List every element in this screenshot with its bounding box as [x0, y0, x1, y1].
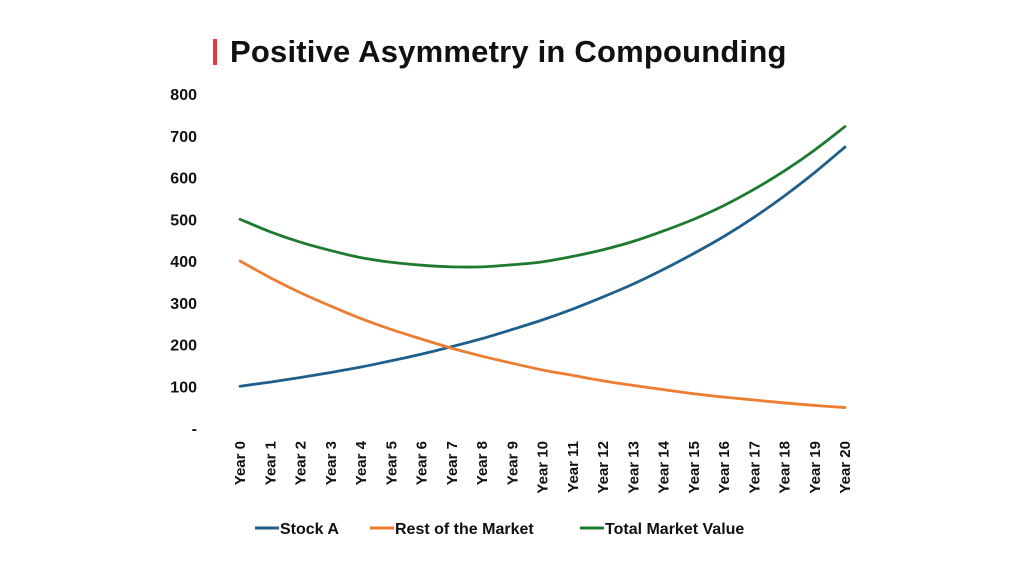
y-tick-label: 200	[170, 338, 197, 355]
series-line-total-market-value	[238, 125, 847, 269]
x-tick-label: Year 8	[474, 441, 491, 485]
x-tick-label: Year 12	[595, 441, 612, 494]
x-tick-label: Year 4	[353, 440, 370, 485]
series-line-rest-of-the-market	[238, 259, 847, 409]
x-tick-label: Year 17	[746, 441, 763, 494]
x-tick-label: Year 14	[656, 440, 673, 493]
y-tick-label: 600	[170, 171, 197, 188]
x-tick-label: Year 19	[807, 441, 824, 494]
legend: Stock A Rest of the Market Total Market Va…	[255, 521, 744, 538]
x-tick-label: Year 2	[293, 441, 310, 485]
x-tick-label: Year 11	[565, 441, 582, 493]
legend-label: Stock A	[280, 521, 339, 538]
series-lines	[238, 125, 847, 409]
x-tick-label: Year 13	[625, 441, 642, 494]
x-tick-label: Year 18	[777, 441, 794, 494]
x-tick-label: Year 7	[444, 441, 461, 485]
chart-title-block: Positive Asymmetry in Compounding	[213, 30, 787, 74]
y-axis: - 100 200 300 400 500 600 700 800	[170, 87, 197, 438]
y-tick-label: 100	[170, 379, 197, 396]
title-accent-bar	[213, 39, 217, 65]
legend-label: Total Market Value	[605, 521, 744, 538]
x-tick-label: Year 16	[716, 441, 733, 494]
y-tick-label: 400	[170, 254, 197, 271]
chart-title: Positive Asymmetry in Compounding	[230, 34, 787, 69]
x-tick-label: Year 1	[262, 441, 279, 485]
x-tick-label: Year 9	[504, 441, 521, 485]
x-tick-label: Year 6	[414, 441, 431, 485]
y-tick-label: 700	[170, 129, 197, 146]
y-tick-label: 500	[170, 212, 197, 229]
series-line-stock-a	[238, 145, 847, 388]
x-tick-label: Year 3	[323, 441, 340, 485]
y-tick-label: 300	[170, 296, 197, 313]
x-tick-label: Year 10	[535, 441, 552, 494]
x-tick-label: Year 5	[383, 441, 400, 485]
x-tick-label: Year 20	[837, 441, 854, 494]
y-tick-label: 800	[170, 87, 197, 104]
legend-label: Rest of the Market	[395, 521, 534, 538]
y-tick-label: -	[192, 421, 197, 438]
x-tick-label: Year 15	[686, 441, 703, 494]
x-tick-label: Year 0	[232, 441, 249, 485]
x-axis: Year 0 Year 1 Year 2 Year 3 Year 4 Year 5 Year…	[232, 440, 854, 493]
